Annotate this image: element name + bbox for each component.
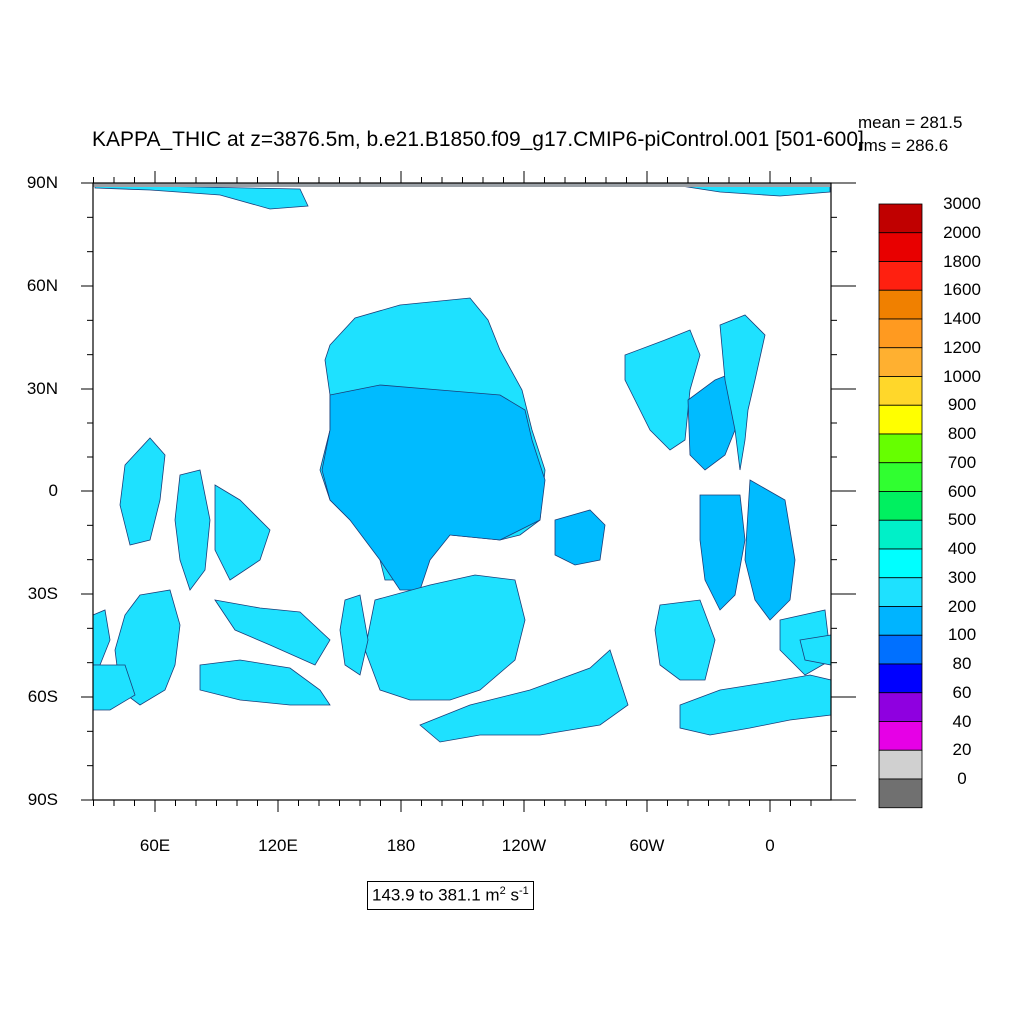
ocean-field [92, 183, 832, 743]
ocean-mozambique [114, 589, 181, 706]
colorbar-swatch [878, 778, 923, 809]
range-unit-s: s [505, 885, 519, 905]
lat-label: 0 [48, 481, 58, 500]
ocean-south-indian [214, 599, 331, 666]
lon-label: 120E [258, 836, 298, 855]
ocean-southern-pacific-band [419, 649, 629, 743]
colorbar-level-label: 80 [952, 654, 972, 673]
ocean-south-atlantic [699, 494, 746, 611]
colorbar-level-label: 500 [947, 510, 977, 530]
colorbar-swatch [878, 663, 923, 694]
colorbar-swatch [878, 692, 923, 722]
colorbar-level-label: 300 [947, 567, 977, 587]
colorbar-swatch [878, 462, 923, 492]
lat-label: 60N [26, 276, 58, 295]
ocean-argentine [654, 599, 716, 681]
ocean-indian-east [214, 484, 271, 581]
colorbar-swatch [878, 721, 923, 751]
colorbar-swatch [878, 404, 923, 435]
colorbar-swatch [878, 347, 923, 377]
ocean-arctic-strip [93, 183, 831, 187]
ocean-south-atlantic-east [744, 479, 796, 621]
colorbar-swatch [878, 433, 923, 464]
colorbar-level-label: 700 [947, 452, 977, 472]
lat-label: 60S [27, 687, 58, 706]
colorbar-level-label: 60 [952, 682, 972, 702]
ocean-tasman [339, 594, 369, 676]
colorbar-swatch [878, 548, 923, 579]
lat-label: 30S [27, 584, 58, 603]
ocean-north-atlantic [624, 329, 701, 451]
lon-label: 60E [139, 836, 171, 855]
lat-label: 90S [27, 790, 58, 809]
lat-label: 90N [26, 173, 58, 192]
range-sup-1: 2 [499, 885, 506, 897]
ocean-indian-west [119, 437, 166, 546]
range-label: 143.9 to 381.1 m2 s-1 [367, 881, 534, 910]
colorbar-swatch [878, 519, 923, 550]
colorbar-level-label: 1800 [943, 251, 981, 271]
lon-label: 180 [386, 836, 416, 855]
colorbar-level-label: 1000 [943, 366, 981, 386]
colorbar-swatch [878, 749, 923, 780]
ocean-south-pacific [364, 574, 526, 701]
rms-stat: rms = 286.6 [858, 136, 949, 155]
colorbar-level-label: 800 [947, 424, 977, 443]
lon-label: 0 [765, 836, 775, 855]
ocean-equatorial-pacific [321, 384, 546, 591]
colorbar-level-label: 200 [947, 596, 977, 616]
colorbar-level-label: 900 [947, 395, 977, 415]
colorbar-level-label: 2000 [943, 222, 981, 242]
colorbar-level-label: 400 [947, 539, 977, 558]
mean-stat: mean = 281.5 [858, 113, 963, 132]
colorbar-swatch [878, 634, 923, 665]
colorbar-swatch [878, 606, 923, 636]
colorbar-level-label: 1600 [943, 280, 981, 300]
colorbar-level-label: 600 [947, 481, 977, 501]
colorbar-level-label: 0 [957, 769, 967, 788]
colorbar-swatch [878, 232, 923, 262]
lon-label: 120W [501, 836, 547, 855]
colorbar-swatch [878, 318, 923, 349]
colorbar-level-label: 100 [947, 625, 977, 645]
colorbar-level-label: 40 [952, 711, 972, 731]
colorbar-swatch [878, 261, 923, 291]
ocean-arctic-west [94, 184, 309, 210]
lon-label: 60W [629, 836, 665, 855]
colorbar-swatch [878, 577, 923, 607]
range-sup-2: -1 [518, 885, 529, 897]
colorbar-level-label: 20 [952, 740, 972, 760]
colorbar [878, 203, 923, 809]
ocean-atlantic-east [719, 314, 766, 471]
ocean-indian-central [174, 469, 211, 591]
colorbar-level-label: 3000 [943, 194, 981, 213]
range-text: 143.9 to 381.1 m [372, 885, 500, 905]
colorbar-swatch [878, 376, 923, 406]
lat-label: 30N [26, 379, 58, 398]
axis-ticks [81, 171, 856, 812]
plot-title: KAPPA_THIC at z=3876.5m, b.e21.B1850.f09… [92, 128, 864, 151]
ocean-east-pacific-small [554, 509, 606, 566]
colorbar-level-label: 1400 [943, 309, 981, 328]
colorbar-swatch [878, 289, 923, 320]
colorbar-swatch [878, 491, 923, 521]
colorbar-level-label: 1200 [943, 337, 981, 357]
colorbar-swatch [878, 203, 923, 234]
ocean-australian-south [199, 659, 331, 706]
